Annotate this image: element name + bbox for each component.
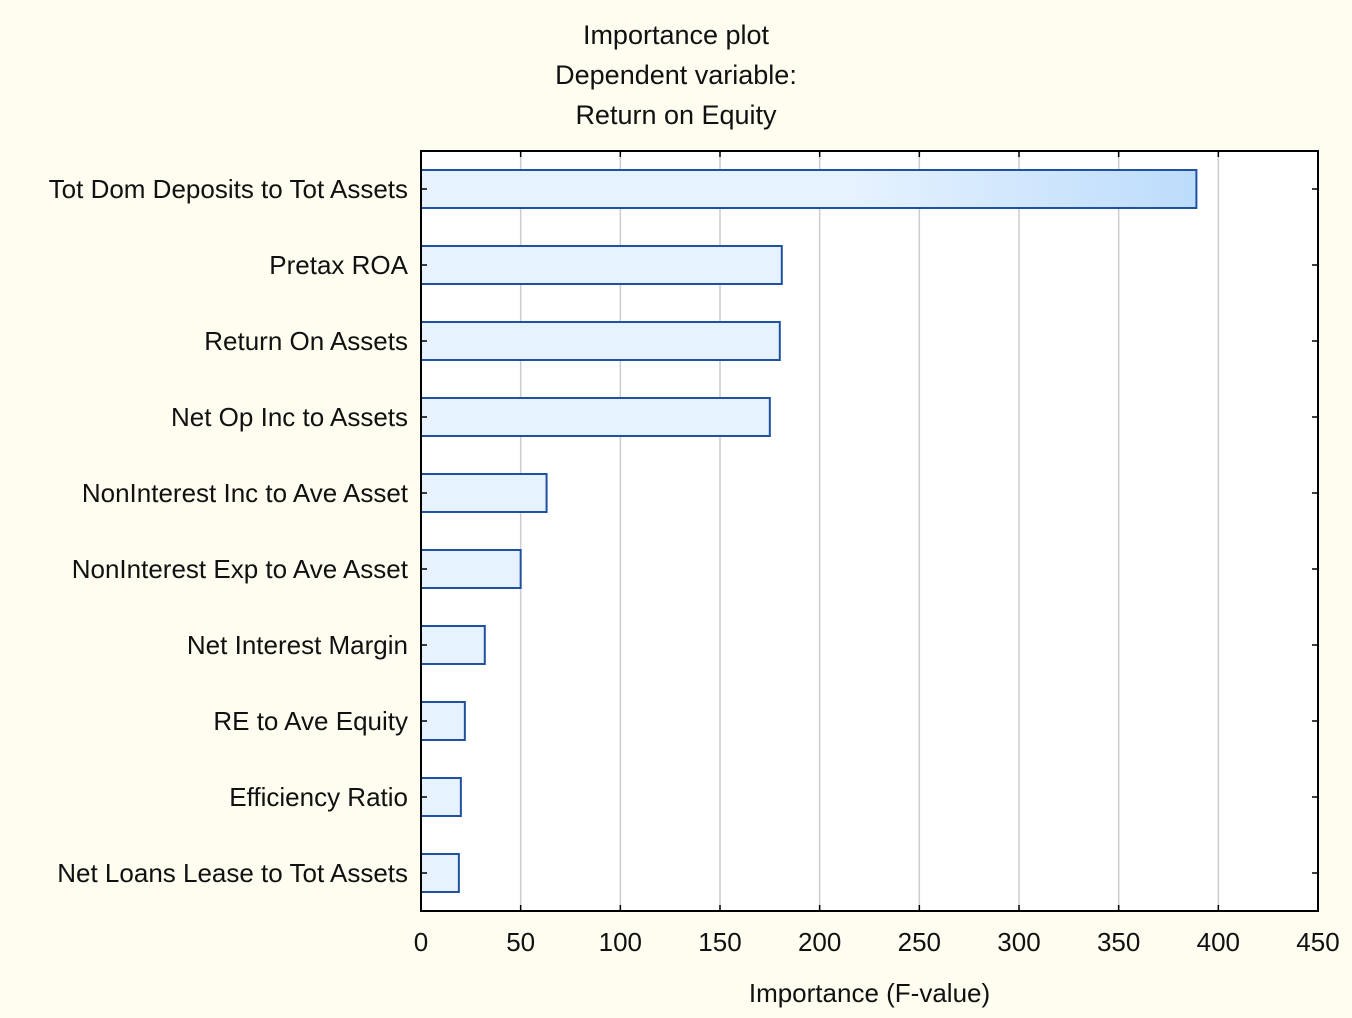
bar (420, 625, 486, 665)
bar (420, 473, 548, 513)
chart-title-line-3: Return on Equity (575, 100, 777, 130)
x-tick-label: 150 (698, 927, 741, 957)
chart-title-line-2: Dependent variable: (555, 60, 797, 90)
bar (420, 169, 1198, 209)
category-labels: Tot Dom Deposits to Tot Assets Pretax ROA… (49, 174, 409, 888)
x-tick-label: 450 (1296, 927, 1339, 957)
axis-ticks (420, 151, 1319, 911)
x-tick-label: 350 (1097, 927, 1140, 957)
bar (420, 549, 522, 589)
chart-title-line-1: Importance plot (583, 20, 770, 50)
x-tick-label: 100 (599, 927, 642, 957)
x-tick-label: 50 (506, 927, 535, 957)
x-tick-label: 200 (798, 927, 841, 957)
category-label: Net Interest Margin (187, 630, 408, 660)
bar (420, 245, 783, 285)
x-tick-label: 250 (898, 927, 941, 957)
category-label: Tot Dom Deposits to Tot Assets (49, 174, 408, 204)
category-label: Return On Assets (204, 326, 408, 356)
category-label: RE to Ave Equity (213, 706, 408, 736)
x-tick-label: 400 (1197, 927, 1240, 957)
bar (420, 701, 466, 741)
category-label: NonInterest Inc to Ave Asset (82, 478, 409, 508)
x-axis-title: Importance (F-value) (749, 978, 990, 1008)
category-label: NonInterest Exp to Ave Asset (72, 554, 409, 584)
bar (420, 397, 771, 437)
category-label: Net Op Inc to Assets (171, 402, 408, 432)
plot-frame (420, 150, 1319, 912)
bar (420, 321, 781, 361)
x-tick-label: 0 (414, 927, 428, 957)
category-label: Efficiency Ratio (229, 782, 408, 812)
category-label: Net Loans Lease to Tot Assets (57, 858, 408, 888)
x-tick-label: 300 (997, 927, 1040, 957)
bar (420, 853, 460, 893)
bar (420, 777, 462, 817)
x-tick-labels: 0 50 100 150 200 250 300 350 400 450 (414, 927, 1340, 957)
category-label: Pretax ROA (269, 250, 408, 280)
